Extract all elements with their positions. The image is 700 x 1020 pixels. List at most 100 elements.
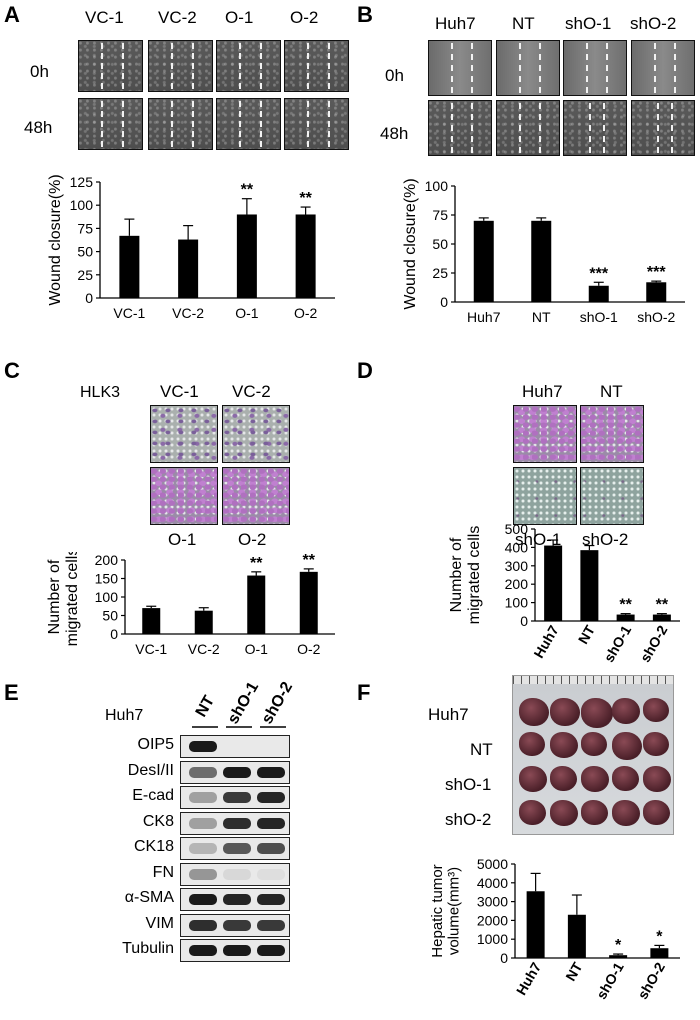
blot-band — [223, 894, 251, 905]
blot-band — [257, 843, 285, 854]
panel-f-significance-3: * — [656, 928, 663, 945]
wound-edge-line — [101, 101, 103, 147]
blot-band — [257, 919, 285, 931]
lane-label-sho1: shO-1 — [225, 679, 262, 727]
blot-band — [257, 792, 285, 803]
blot-band — [189, 945, 217, 956]
wound-edge-line — [471, 43, 473, 93]
panel-c-bottom-o2: O-2 — [238, 530, 267, 549]
panel-b-col-sho1: shO-1 — [565, 14, 612, 33]
panel-c-significance-3: ** — [303, 552, 316, 569]
panel-a-xtick-label-0: VC-1 — [113, 305, 145, 321]
wound-edge-line — [539, 43, 541, 93]
blot-band — [257, 817, 285, 829]
panel-a-xtick-label-1: VC-2 — [172, 305, 204, 321]
wound-edge-line — [657, 103, 659, 153]
panel-d-ytick-label: 500 — [505, 521, 529, 537]
panel-e-cell-line: Huh7 — [105, 707, 144, 724]
panel-c-bar-1 — [194, 610, 213, 634]
blot-band — [223, 919, 251, 931]
panel-b-bar-2 — [588, 285, 609, 302]
wound-edge-line — [674, 43, 676, 93]
panel-a-significance-3: ** — [299, 190, 312, 207]
panel-c-xtick-label-3: O-2 — [297, 641, 321, 657]
panel-c-ytick-label: 0 — [110, 626, 118, 642]
tumor-liver — [581, 766, 609, 792]
panel-b-micro-r1-col4 — [631, 100, 695, 156]
panel-c-xtick-label-2: O-1 — [245, 641, 269, 657]
panel-d-top-nt: NT — [600, 382, 623, 401]
panel-c-bar-3 — [299, 571, 318, 634]
panel-b-col-huh7: Huh7 — [435, 14, 476, 33]
panel-a-micro-r1-col3 — [216, 98, 281, 150]
panel-b-micro-r0-col2 — [496, 40, 560, 96]
panel-a-micro-r0-col1 — [78, 40, 143, 92]
panel-f-ytick-label: 4000 — [477, 875, 508, 891]
panel-c-y-axis-title: Number ofmigrated cells — [46, 552, 81, 646]
panel-f-ytick-label: 2000 — [477, 912, 508, 928]
panel-a-col-o1: O-1 — [225, 8, 254, 27]
panel-d-image-nt — [580, 405, 644, 463]
wound-edge-line — [122, 43, 124, 89]
wound-edge-line — [171, 43, 173, 89]
wound-edge-line — [239, 43, 241, 89]
panel-b-ytick-label: 50 — [432, 236, 448, 252]
panel-c-chart: 0 50 100 150 200 Number ofmigrated cells VC-1 V… — [46, 552, 335, 657]
panel-b-chart: 0 25 50 75 100 Wound closure(%) Huh7 NT *** shO-1… — [402, 178, 685, 325]
panel-a-micro-r1-col2 — [148, 98, 213, 150]
blot-row-7 — [180, 913, 290, 937]
wound-edge-line — [451, 43, 453, 93]
blot-band — [189, 817, 217, 829]
panel-d-ytick-label: 0 — [520, 613, 528, 629]
panel-c-xtick-label-0: VC-1 — [135, 641, 167, 657]
panel-label-c: C — [4, 358, 20, 383]
panel-a-bar-3 — [295, 214, 316, 298]
panel-b-ytick-label: 100 — [425, 178, 449, 194]
panel-d-image-huh7 — [513, 405, 577, 463]
blot-row-5 — [180, 862, 290, 886]
panel-f-ytick-label: 5000 — [477, 856, 508, 872]
panel-d-bar-3 — [652, 614, 671, 621]
panel-f-y-axis-title: Hepatic tumorvolume(mm³) — [429, 864, 463, 957]
tumor-liver — [643, 766, 671, 792]
panel-c-significance-2: ** — [250, 555, 263, 572]
panel-f-xtick-label-3: shO-2 — [634, 959, 668, 1002]
panel-c-cell-line: HLK3 — [80, 384, 121, 401]
blot-band — [189, 868, 217, 880]
blot-row-6 — [180, 888, 290, 911]
tumor-liver — [612, 732, 642, 760]
wound-edge-line — [192, 43, 194, 89]
blot-band — [257, 766, 285, 778]
panel-d-image-sho2 — [580, 467, 644, 525]
panel-c-bottom-o1: O-1 — [168, 530, 197, 549]
tumor-liver — [643, 732, 669, 756]
panel-label-e: E — [4, 680, 19, 705]
panel-f-bar-2 — [609, 955, 628, 958]
wound-edge-line — [307, 43, 309, 89]
wound-edge-line — [539, 103, 541, 153]
blot-row-1 — [180, 760, 290, 784]
panel-b-ytick-label: 75 — [432, 207, 448, 223]
tumor-liver — [519, 766, 547, 792]
panel-d-ytick-label: 300 — [505, 558, 529, 574]
panel-b-bar-0 — [473, 220, 494, 302]
panel-b-micro-r1-col1 — [428, 100, 492, 156]
panel-d-bar-1 — [580, 550, 599, 621]
panel-a-ytick-label: 75 — [77, 220, 93, 236]
blot-row-8 — [180, 939, 290, 962]
tumor-liver — [519, 800, 546, 825]
panel-a-ytick-label: 0 — [85, 290, 93, 306]
blot-protein-label-8: Tubulin — [122, 940, 174, 957]
panel-b-micro-r0-col1 — [428, 40, 492, 96]
blot-protein-label-7: VIM — [145, 914, 174, 932]
blot-band — [223, 868, 251, 880]
panel-d-y-axis-title: Number ofmigrated cells — [448, 526, 483, 625]
panel-b-row-0h: 0h — [385, 66, 404, 85]
panel-d-chart: 0 100 200 300 400 500 Number ofmigrated cells H… — [448, 521, 680, 665]
panel-b-ytick-label: 25 — [432, 265, 448, 281]
wound-edge-line — [260, 43, 262, 89]
panel-c-top-vc2: VC-2 — [232, 382, 271, 401]
tumor-liver — [519, 732, 545, 756]
wound-edge-line — [586, 43, 588, 93]
panel-c-bar-0 — [142, 608, 161, 634]
